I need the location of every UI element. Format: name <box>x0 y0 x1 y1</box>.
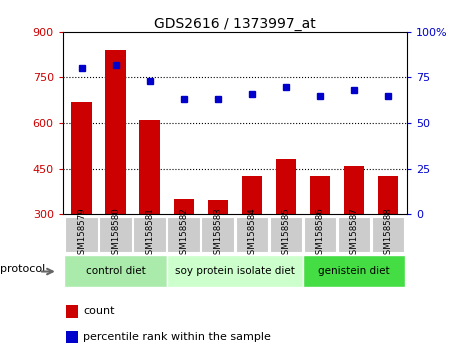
Bar <box>66 331 78 343</box>
Text: control diet: control diet <box>86 266 146 276</box>
Text: GSM158587: GSM158587 <box>350 207 359 260</box>
FancyBboxPatch shape <box>304 217 336 252</box>
FancyBboxPatch shape <box>201 217 234 252</box>
Bar <box>140 120 160 214</box>
Text: GSM158582: GSM158582 <box>179 207 188 260</box>
Title: GDS2616 / 1373997_at: GDS2616 / 1373997_at <box>154 17 316 31</box>
Text: GSM158579: GSM158579 <box>77 207 86 260</box>
FancyBboxPatch shape <box>270 217 302 252</box>
FancyBboxPatch shape <box>65 217 98 252</box>
Bar <box>344 166 364 214</box>
Text: GSM158588: GSM158588 <box>384 207 392 260</box>
FancyBboxPatch shape <box>167 217 200 252</box>
FancyBboxPatch shape <box>235 217 268 252</box>
Text: GSM158583: GSM158583 <box>213 207 222 260</box>
FancyBboxPatch shape <box>303 255 405 287</box>
Bar <box>310 176 330 214</box>
Text: GSM158585: GSM158585 <box>281 207 291 260</box>
Text: GSM158586: GSM158586 <box>315 207 325 260</box>
FancyBboxPatch shape <box>133 217 166 252</box>
Text: GSM158581: GSM158581 <box>145 207 154 260</box>
FancyBboxPatch shape <box>372 217 405 252</box>
Bar <box>207 200 228 214</box>
Text: genistein diet: genistein diet <box>318 266 390 276</box>
Bar <box>173 199 194 214</box>
FancyBboxPatch shape <box>65 255 166 287</box>
Bar <box>106 50 126 214</box>
Text: percentile rank within the sample: percentile rank within the sample <box>83 332 271 342</box>
FancyBboxPatch shape <box>99 217 132 252</box>
Bar <box>242 176 262 214</box>
Text: soy protein isolate diet: soy protein isolate diet <box>175 266 295 276</box>
Text: GSM158580: GSM158580 <box>111 207 120 260</box>
FancyBboxPatch shape <box>166 255 303 287</box>
Bar <box>66 305 78 318</box>
Bar <box>276 159 296 214</box>
Bar <box>378 176 399 214</box>
FancyBboxPatch shape <box>338 217 371 252</box>
Bar <box>71 102 92 214</box>
Text: GSM158584: GSM158584 <box>247 207 256 260</box>
Text: protocol: protocol <box>0 264 45 274</box>
Text: count: count <box>83 306 115 316</box>
